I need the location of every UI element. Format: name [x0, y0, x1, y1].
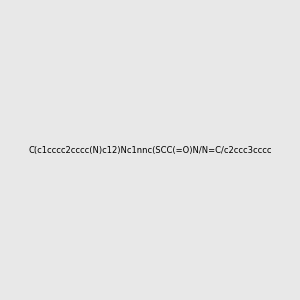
Text: C(c1cccc2cccc(N)c12)Nc1nnc(SCC(=O)N/N=C/c2ccc3cccc: C(c1cccc2cccc(N)c12)Nc1nnc(SCC(=O)N/N=C/… [28, 146, 272, 154]
